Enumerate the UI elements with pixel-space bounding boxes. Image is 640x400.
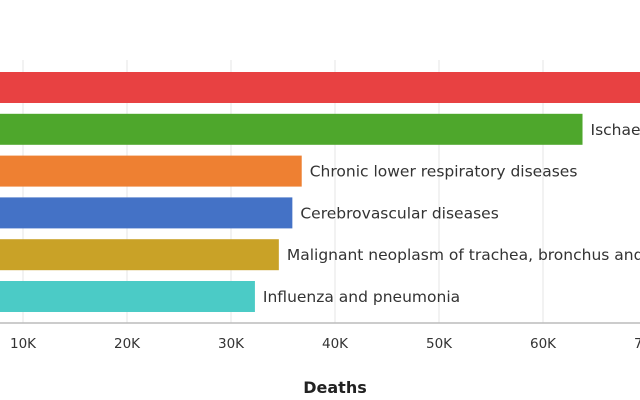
bar — [0, 239, 279, 271]
x-tick-label: 70K — [634, 336, 640, 352]
x-tick-label: 20K — [114, 336, 141, 352]
bar-label: Chronic lower respiratory diseases — [310, 163, 578, 181]
x-ticks: 10K 20K 30K 40K 50K 60K 70K — [10, 336, 640, 352]
gridlines — [22, 60, 544, 323]
bar — [0, 113, 583, 145]
bar-label: Malignant neoplasm of trachea, bronchus … — [287, 246, 640, 264]
bar-label: Cerebrovascular diseases — [300, 204, 498, 222]
x-tick-label: 10K — [10, 336, 37, 352]
x-tick-label: 40K — [322, 336, 349, 352]
bars: Ischaemic heart diseases Chronic lower re… — [0, 72, 640, 312]
x-tick-label: 50K — [426, 336, 453, 352]
bar — [0, 72, 640, 103]
bar-label: Influenza and pneumonia — [263, 288, 460, 306]
x-tick-label: 30K — [218, 336, 245, 352]
bar — [0, 281, 255, 312]
x-axis-title: Deaths — [303, 378, 367, 397]
bar — [0, 155, 302, 187]
x-tick-label: 60K — [530, 336, 557, 352]
bar-label: Ischaemic heart diseases — [591, 121, 640, 139]
bar — [0, 197, 293, 229]
